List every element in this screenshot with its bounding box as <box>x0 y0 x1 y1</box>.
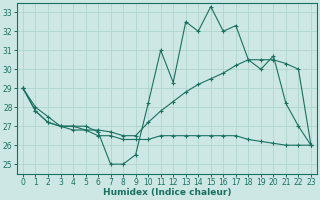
X-axis label: Humidex (Indice chaleur): Humidex (Indice chaleur) <box>103 188 231 197</box>
